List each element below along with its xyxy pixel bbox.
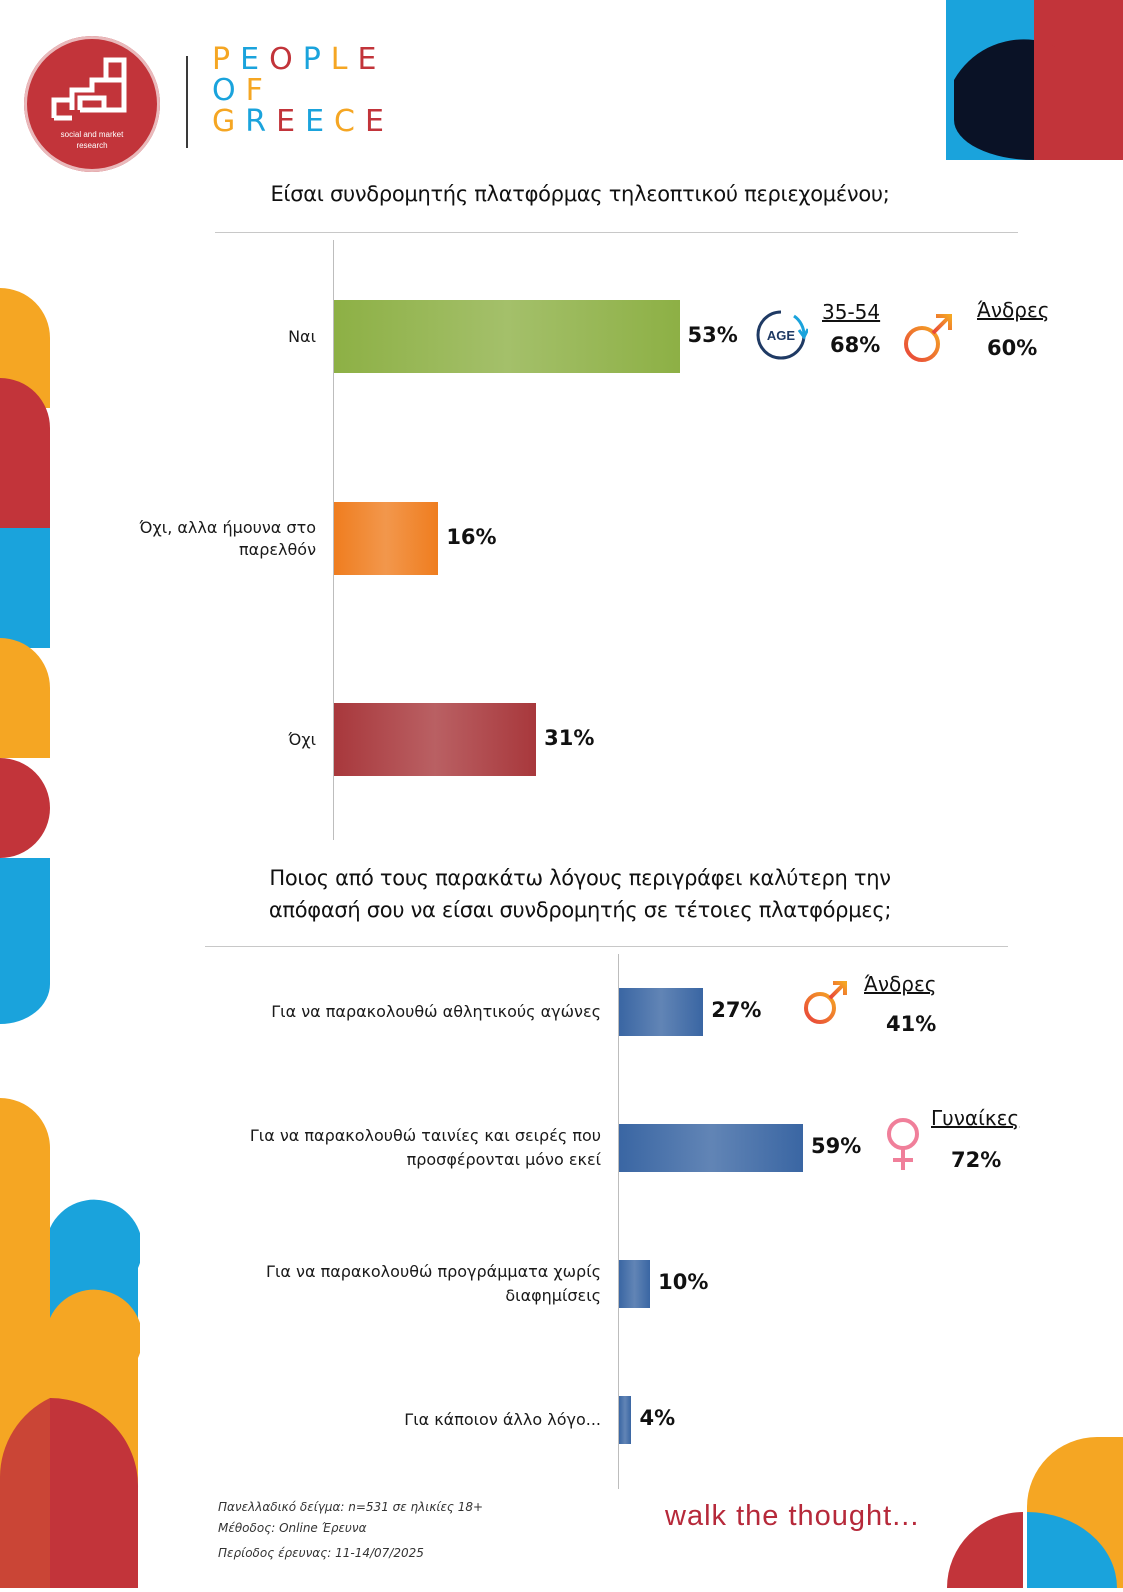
chart1-annotation-male-value: 60%	[987, 336, 1037, 360]
brand-letter: E	[276, 106, 305, 137]
chart1-title: Είσαι συνδρομητής πλατφόρμας τηλεοπτικού…	[180, 182, 980, 206]
chart1-category-label: Όχι, αλλα ήμουνα στο παρελθόν	[86, 517, 316, 561]
chart2-category-label-line: Για να παρακολουθώ αθλητικούς αγώνες	[140, 1000, 601, 1024]
brand-line-3: GREECE	[212, 106, 394, 137]
chart2-bar	[619, 1260, 650, 1308]
chart2-annotation-male-value: 41%	[886, 1012, 936, 1036]
bottom-right-decoration	[947, 1437, 1123, 1588]
brand-letter: C	[334, 106, 365, 137]
chart2-value-label: 10%	[658, 1270, 708, 1294]
chart2-category-label: Για να παρακολουθώ ταινίες και σειρές πο…	[140, 1124, 601, 1172]
brand-letter: O	[269, 44, 303, 75]
chart1-category-label: Όχι	[80, 729, 316, 751]
chart1-bar	[334, 502, 438, 575]
tagline: walk the thought...	[665, 1500, 919, 1533]
male-icon	[800, 978, 850, 1028]
chart2-title-rule	[205, 946, 1008, 947]
logo-divider	[186, 56, 188, 148]
chart2-value-label: 4%	[639, 1406, 675, 1430]
logo-subtitle: social and market research	[24, 129, 160, 151]
chart2-title: Ποιος από τους παρακάτω λόγους περιγράφε…	[180, 862, 980, 926]
brand-letter: P	[303, 44, 331, 75]
chart1-value-label: 31%	[544, 726, 594, 750]
female-icon	[880, 1114, 926, 1174]
chart1-bar	[334, 300, 680, 373]
chart2-title-line2: απόφασή σου να είσαι συνδρομητής σε τέτο…	[180, 894, 980, 926]
chart1-value-label: 53%	[688, 323, 738, 347]
brand-letter: E	[358, 44, 387, 75]
brand-letter: E	[305, 106, 334, 137]
chart2-annotation-female-label: Γυναίκες	[931, 1106, 1019, 1130]
chart2-category-label-line: προσφέρονται μόνο εκεί	[140, 1148, 601, 1172]
chart2-category-label-line: Για να παρακολουθώ ταινίες και σειρές πο…	[140, 1124, 601, 1148]
brand-letter: E	[240, 44, 269, 75]
chart1-annotation-male-label: Άνδρες	[977, 298, 1050, 322]
brand-letter: R	[245, 106, 276, 137]
brand-letter: O	[212, 75, 246, 106]
chart2-category-label-line: Για να παρακολουθώ προγράμματα χωρίς	[140, 1260, 601, 1284]
bottom-left-decoration	[0, 1098, 140, 1588]
chart2-value-label: 27%	[711, 998, 761, 1022]
chart1-title-rule	[215, 232, 1018, 233]
brand-letter: E	[365, 106, 394, 137]
brand-line-2: OF	[212, 75, 394, 106]
chart2-category-label-line: Για κάποιον άλλο λόγο...	[140, 1408, 601, 1432]
chart1-bar	[334, 703, 536, 776]
brand-letter: P	[212, 44, 240, 75]
left-decoration	[0, 288, 52, 1024]
footer-method: Μέθοδος: Online Έρευνα	[218, 1521, 367, 1535]
brand-letter: G	[212, 106, 245, 137]
chart2-bar	[619, 988, 703, 1036]
chart2-bar	[619, 1396, 631, 1444]
male-icon	[900, 310, 956, 366]
chart1-category-label: Ναι	[80, 326, 316, 348]
chart1-annotation-age-value: 68%	[830, 333, 880, 357]
chart1-value-label: 16%	[446, 525, 496, 549]
chart2-category-label-line: διαφημίσεις	[140, 1284, 601, 1308]
logo-subtitle-line1: social and market	[24, 129, 160, 140]
chart2-category-label: Για κάποιον άλλο λόγο...	[140, 1408, 601, 1432]
chart1-annotation-age-label: 35-54	[822, 300, 880, 324]
chart2-category-label: Για να παρακολουθώ αθλητικούς αγώνες	[140, 1000, 601, 1024]
footer-period: Περίοδος έρευνας: 11-14/07/2025	[218, 1546, 424, 1560]
chart2-title-line1: Ποιος από τους παρακάτω λόγους περιγράφε…	[180, 862, 980, 894]
company-logo: social and market research	[24, 36, 160, 172]
brand-wordmark: PEOPLE OF GREECE	[212, 44, 394, 137]
chart2-bar	[619, 1124, 803, 1172]
chart2-category-label: Για να παρακολουθώ προγράμματα χωρίς διαφ…	[140, 1260, 601, 1308]
brand-letter: L	[331, 44, 358, 75]
age-icon: AGE	[754, 308, 808, 362]
brand-line-1: PEOPLE	[212, 44, 394, 75]
logo-subtitle-line2: research	[24, 140, 160, 151]
chart2-value-label: 59%	[811, 1134, 861, 1158]
chart2-annotation-male-label: Άνδρες	[864, 972, 937, 996]
brand-letter: F	[246, 75, 273, 106]
top-right-decoration	[946, 0, 1123, 160]
chart2-annotation-female-value: 72%	[951, 1148, 1001, 1172]
footer-sample: Πανελλαδικό δείγμα: n=531 σε ηλικίες 18+	[218, 1500, 483, 1514]
svg-text:AGE: AGE	[767, 328, 796, 343]
